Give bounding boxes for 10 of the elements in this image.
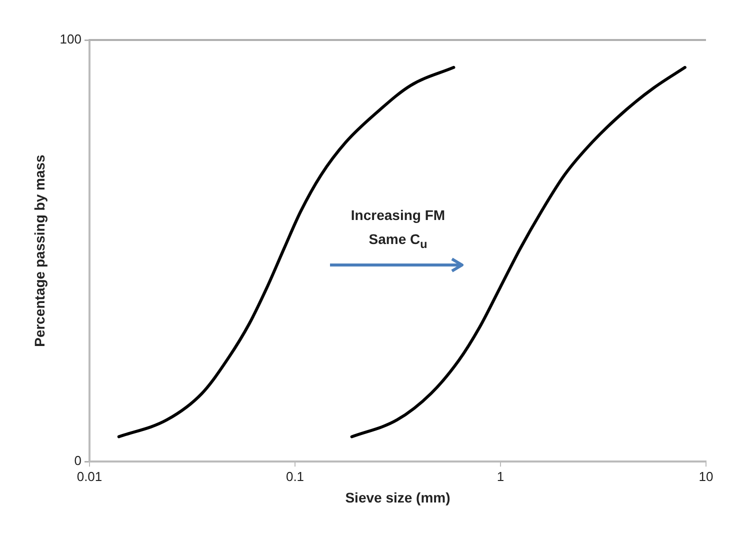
x-tick-label: 0.1 xyxy=(286,468,304,484)
annotation: Same C$_{u}$ xyxy=(368,230,428,253)
x-axis-title: Sieve size (mm) xyxy=(345,489,450,506)
y-axis-title: Percentage passing by mass xyxy=(31,154,48,347)
y-tick-label: 0 xyxy=(74,453,82,468)
x-tick-label: 10 xyxy=(698,468,714,484)
annotation: Increasing FM xyxy=(350,206,446,225)
x-tick-label: 0.01 xyxy=(76,468,102,484)
y-tick-label: 100 xyxy=(60,32,82,47)
x-tick-label: 1 xyxy=(496,468,504,484)
